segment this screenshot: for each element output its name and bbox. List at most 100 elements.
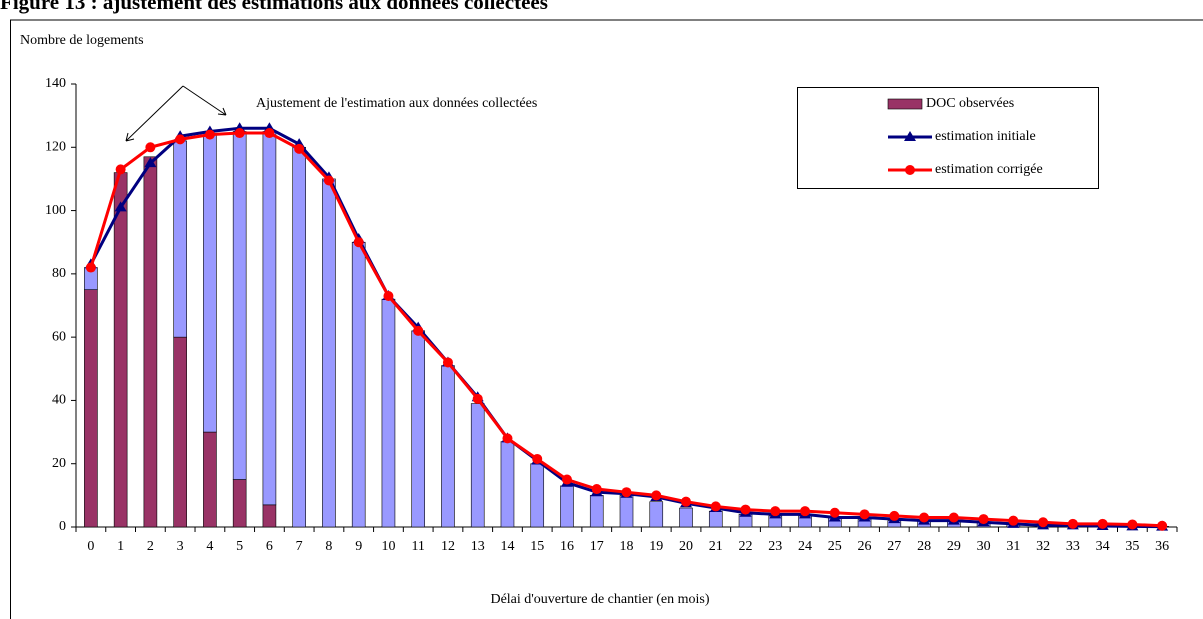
y-tick-label: 80 <box>52 266 66 281</box>
x-tick-label: 34 <box>1096 539 1110 554</box>
y-tick-label: 120 <box>45 140 66 155</box>
bar <box>351 241 366 528</box>
x-tick-label: 13 <box>471 539 485 554</box>
x-tick-label: 26 <box>858 539 872 554</box>
x-tick-label: 3 <box>177 539 184 554</box>
x-tick-label: 23 <box>768 539 782 554</box>
bar <box>619 495 634 528</box>
x-tick-label: 6 <box>266 539 273 554</box>
marker <box>472 393 483 404</box>
x-tick-label: 17 <box>590 539 604 554</box>
marker <box>591 484 602 495</box>
marker <box>85 262 96 273</box>
bar <box>203 134 217 433</box>
x-tick-label: 35 <box>1125 539 1139 554</box>
x-tick-label: 11 <box>411 539 424 554</box>
x-tick-label: 21 <box>709 539 723 554</box>
marker <box>948 512 959 523</box>
y-axis-label: Nombre de logements <box>20 33 144 48</box>
marker <box>145 142 156 153</box>
line <box>89 131 1163 528</box>
bar <box>262 131 277 506</box>
marker <box>859 509 870 520</box>
marker <box>323 175 334 186</box>
bar <box>322 178 336 528</box>
annotation-arrows <box>125 85 227 142</box>
marker <box>442 357 453 368</box>
marker <box>1067 518 1078 529</box>
x-tick-label: 27 <box>887 539 901 554</box>
bar <box>441 365 455 528</box>
y-tick-label: 60 <box>52 329 66 344</box>
marker <box>1097 518 1108 529</box>
marker <box>681 496 692 507</box>
marker <box>919 512 930 523</box>
bar <box>84 289 98 528</box>
bar <box>708 510 723 528</box>
annotation: Ajustement de l'estimation aux données c… <box>256 96 537 111</box>
marker <box>234 128 245 139</box>
y-tick-label: 20 <box>52 456 66 471</box>
x-tick-label: 10 <box>381 539 395 554</box>
marker <box>1127 519 1138 530</box>
marker <box>502 433 513 444</box>
legend-box <box>797 87 1099 189</box>
marker <box>1157 520 1168 531</box>
x-tick-label: 1 <box>117 539 124 554</box>
legend-label: estimation corrigée <box>935 162 1043 177</box>
y-tick-label: 100 <box>45 203 66 218</box>
marker <box>1038 517 1049 528</box>
bar <box>411 330 426 528</box>
marker <box>413 325 424 336</box>
x-tick-label: 2 <box>147 539 154 554</box>
x-tick-label: 28 <box>917 539 931 554</box>
x-tick-label: 31 <box>1006 539 1020 554</box>
x-tick-label: 30 <box>977 539 991 554</box>
bar <box>649 501 664 528</box>
marker <box>114 201 127 212</box>
x-tick-label: 19 <box>649 539 663 554</box>
marker <box>353 237 364 248</box>
marker <box>710 501 721 512</box>
y-tick-label: 0 <box>59 519 66 534</box>
legend-label: estimation initiale <box>935 129 1036 144</box>
marker <box>175 134 186 145</box>
marker <box>264 128 275 139</box>
marker <box>905 165 915 175</box>
bar <box>679 507 693 528</box>
x-tick-label: 32 <box>1036 539 1050 554</box>
marker <box>1008 515 1019 526</box>
marker <box>204 129 215 140</box>
x-tick-label: 15 <box>530 539 544 554</box>
x-tick-label: 5 <box>236 539 243 554</box>
chart-title: Figure 13 : ajustement des estimations a… <box>0 0 548 14</box>
marker <box>651 490 662 501</box>
x-tick-label: 33 <box>1066 539 1080 554</box>
bar <box>203 431 217 528</box>
bar <box>500 441 515 528</box>
marker <box>383 291 394 302</box>
x-tick-label: 14 <box>500 539 514 554</box>
bar <box>292 146 306 528</box>
bar <box>232 131 247 480</box>
bar <box>470 403 485 528</box>
x-tick-label: 22 <box>739 539 753 554</box>
marker <box>740 504 751 515</box>
marker <box>621 487 632 498</box>
marker <box>904 131 916 141</box>
y-tick-label: 40 <box>52 393 66 408</box>
x-tick-label: 36 <box>1155 539 1169 554</box>
x-tick-label: 29 <box>947 539 961 554</box>
x-tick-label: 0 <box>87 539 94 554</box>
marker <box>561 474 572 485</box>
x-tick-label: 9 <box>355 539 362 554</box>
x-tick-label: 25 <box>828 539 842 554</box>
marker <box>770 506 781 517</box>
x-axis-label: Délai d'ouverture de chantier (en mois) <box>490 592 709 607</box>
y-tick-label: 140 <box>45 76 66 91</box>
x-tick-label: 24 <box>798 539 812 554</box>
bar <box>173 140 187 338</box>
x-tick-label: 18 <box>620 539 634 554</box>
